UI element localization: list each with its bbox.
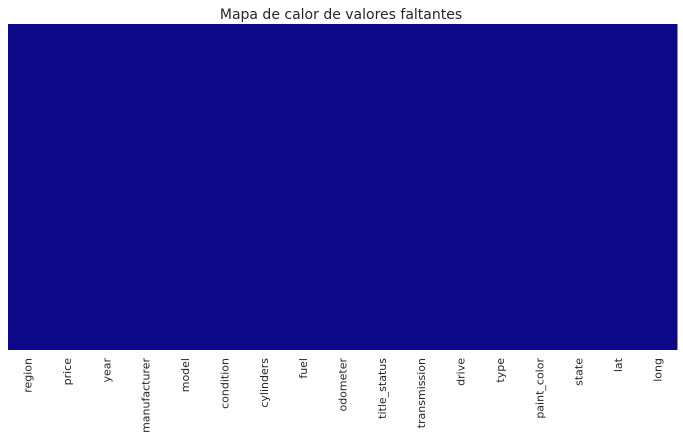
heatmap-column-condition	[204, 24, 245, 350]
heatmap-column-cylinders	[244, 24, 284, 350]
x-tick-label-year: year	[100, 358, 113, 383]
x-tick-label-manufacturer: manufacturer	[140, 358, 153, 432]
heatmap-column-transmission	[401, 24, 442, 350]
x-axis-tick-labels: region price year manufacturer model conditio…	[22, 357, 665, 432]
x-tick-label-model: model	[179, 358, 192, 392]
x-tick-label-odometer: odometer	[337, 358, 350, 412]
x-tick-label-paint_color: paint_color	[533, 358, 546, 419]
x-tick-label-title_status: title_status	[376, 358, 389, 419]
x-tick-label-drive: drive	[455, 358, 468, 386]
heatmap-column-state	[558, 24, 599, 350]
heatmap-column-manufacturer	[126, 24, 166, 350]
heatmap-column-paint_color	[519, 24, 560, 350]
heatmap-column-odometer	[322, 24, 363, 350]
heatmap-column-title_status	[362, 24, 403, 350]
x-tick-label-state: state	[573, 358, 586, 386]
heatmap-column-price	[47, 24, 88, 350]
heatmap-column-fuel	[283, 24, 324, 350]
x-tick-label-condition: condition	[218, 358, 231, 409]
x-tick-label-cylinders: cylinders	[258, 358, 271, 408]
x-tick-label-lat: lat	[612, 357, 625, 372]
x-tick-label-long: long	[651, 358, 664, 382]
heatmap-column-model	[165, 24, 206, 350]
x-tick-label-type: type	[494, 358, 507, 383]
heatmap-column-year	[86, 24, 127, 350]
x-tick-label-region: region	[22, 358, 35, 393]
x-tick-label-fuel: fuel	[297, 358, 310, 379]
heatmap-column-drive	[440, 24, 481, 350]
x-tick-label-transmission: transmission	[415, 358, 428, 428]
heatmap-column-long	[637, 24, 678, 350]
x-tick-label-price: price	[61, 358, 74, 386]
heatmap-cells	[8, 24, 678, 350]
heatmap-column-lat	[598, 24, 639, 350]
heatmap-column-type	[480, 24, 521, 350]
heatmap-column-region	[8, 24, 48, 350]
chart-title: Mapa de calor de valores faltantes	[220, 7, 462, 23]
